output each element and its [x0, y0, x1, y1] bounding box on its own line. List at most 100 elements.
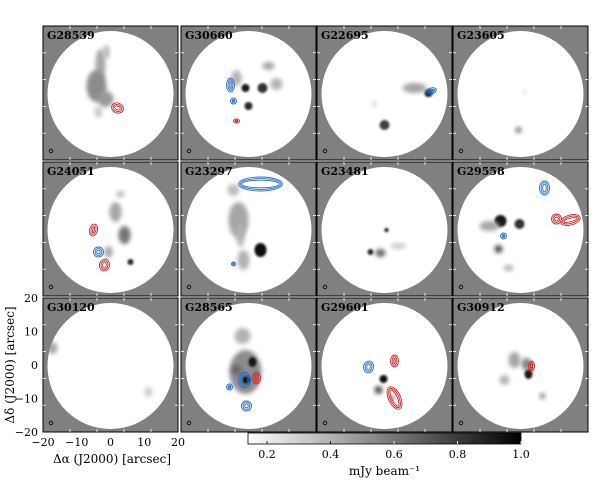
panel-frame	[452, 297, 589, 433]
colorbar-scale	[247, 432, 522, 445]
red-contour	[551, 213, 562, 225]
panel-g29558: G29558	[452, 161, 589, 297]
emission-blob	[499, 375, 510, 385]
blue-contour	[231, 261, 236, 267]
blue-contour	[363, 360, 374, 374]
emission-blob	[524, 369, 533, 379]
panel-label: G22695	[321, 29, 369, 42]
panel-g24051: G24051	[42, 161, 179, 297]
emission-blob	[236, 223, 245, 247]
panel-label: G23297	[185, 165, 233, 178]
blue-contour	[230, 97, 237, 105]
panel-g23605: G23605	[452, 25, 589, 161]
field-of-view	[321, 31, 448, 157]
panel-g23481: G23481	[316, 161, 453, 297]
beam-ellipse	[48, 284, 54, 290]
red-contour	[252, 371, 261, 385]
emission-map	[374, 375, 396, 401]
beam-ellipse	[322, 148, 328, 154]
blue-contour	[226, 77, 235, 93]
emission-blob	[521, 358, 532, 370]
blue-contour	[539, 180, 550, 196]
field-of-view	[185, 31, 312, 157]
beam-ellipse	[186, 284, 192, 290]
emission-blob	[514, 219, 525, 229]
emission-blob	[109, 202, 122, 222]
field-of-view	[457, 31, 584, 157]
panel-frame	[42, 25, 179, 161]
colorbar-tick-label: 1.0	[512, 448, 530, 461]
emission-map	[479, 215, 525, 271]
panel-label: G29601	[321, 301, 369, 314]
panel-frame	[316, 161, 453, 297]
colorbar-tick-label: 0.4	[322, 448, 340, 461]
beam-ellipse	[186, 148, 192, 154]
y-tick-label: −20	[15, 426, 38, 439]
y-tick-label: 0	[31, 359, 38, 372]
panel-label: G23605	[457, 29, 505, 42]
panel-label: G30660	[185, 29, 233, 42]
y-axis-label: Δδ (J2000) [arcsec]	[3, 306, 17, 423]
emission-blob	[234, 328, 251, 344]
panel-g23297: G23297	[180, 161, 317, 297]
emission-blob	[237, 250, 250, 270]
beam-ellipse	[186, 420, 192, 426]
axis-layer: −20 −10 0 10 20 20 10 0 −10 −20 Δα (J2000) [arcsec…	[3, 292, 185, 466]
beam-ellipse	[322, 284, 328, 290]
panel-frame	[452, 161, 589, 297]
emission-blob	[104, 246, 113, 258]
colorbar: 0.2 0.4 0.6 0.8 1.0 mJy beam⁻¹	[247, 432, 530, 478]
emission-blob	[257, 83, 268, 93]
emission-blob	[379, 375, 388, 383]
panel-frame	[180, 161, 317, 297]
blue-contour	[93, 246, 104, 258]
red-contour	[386, 386, 403, 410]
emission-blob	[248, 357, 257, 367]
emission-blob	[118, 226, 131, 244]
emission-blob	[374, 386, 383, 394]
field-of-view	[457, 303, 584, 429]
emission-blob	[515, 127, 522, 133]
panel-g29601: G29601	[316, 297, 453, 433]
emission-blob	[241, 84, 250, 92]
red-contour	[99, 258, 110, 272]
field-of-view	[47, 303, 174, 429]
emission-blob	[244, 102, 253, 110]
blue-contour	[241, 400, 252, 412]
red-contour	[560, 214, 581, 226]
beam-ellipse	[458, 148, 464, 154]
emission-blob	[227, 184, 240, 196]
panel-frame	[316, 25, 453, 161]
emission-map	[499, 352, 546, 399]
field-of-view	[185, 167, 312, 293]
panel-frame	[452, 25, 589, 161]
emission-blob	[254, 243, 267, 257]
emission-blob	[270, 78, 283, 90]
emission-map	[104, 191, 134, 265]
x-tick-label: 0	[107, 436, 114, 449]
x-axis-label: Δα (J2000) [arcsec]	[53, 452, 171, 466]
emission-blob	[379, 120, 390, 130]
panel-frame	[42, 161, 179, 297]
emission-blob	[384, 228, 389, 232]
blue-contour	[226, 383, 233, 391]
beam-ellipse	[322, 420, 328, 426]
emission-blob	[402, 83, 427, 93]
colorbar-tick-label: 0.6	[385, 448, 403, 461]
emission-map	[515, 90, 527, 133]
emission-blob	[390, 243, 407, 249]
emission-map	[86, 45, 114, 118]
blue-contour	[500, 232, 507, 240]
field-of-view	[457, 167, 584, 293]
panel-g30912: G30912	[452, 297, 589, 433]
blue-contour	[238, 176, 283, 192]
emission-blob	[479, 221, 500, 231]
y-tick-label: 10	[24, 326, 38, 339]
colorbar-label: mJy beam⁻¹	[349, 464, 420, 478]
emission-blob	[367, 249, 374, 255]
emission-blob	[97, 91, 114, 107]
panel-label: G30120	[47, 301, 95, 314]
field-of-view	[47, 167, 174, 293]
beam-ellipse	[458, 284, 464, 290]
y-tick-label: −10	[15, 393, 38, 406]
